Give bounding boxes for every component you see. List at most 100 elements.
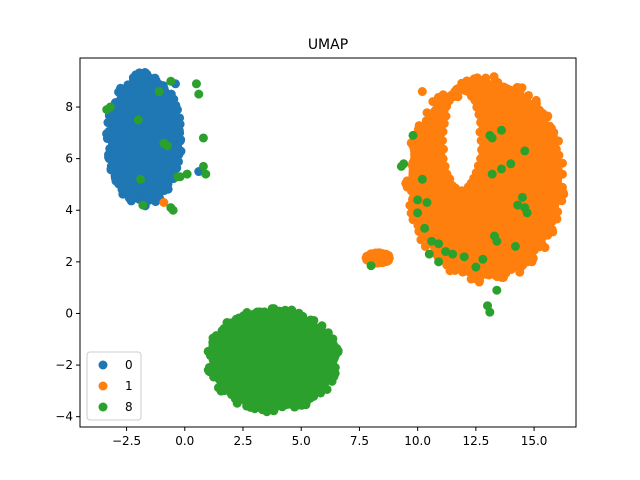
scatter-point [422, 198, 432, 208]
scatter-point [470, 95, 480, 105]
scatter-point [457, 263, 467, 273]
scatter-point [529, 242, 539, 252]
scatter-point [485, 80, 495, 90]
scatter-point [505, 86, 515, 96]
scatter-point [487, 169, 497, 179]
scatter-point [174, 118, 184, 128]
scatter-point [540, 243, 550, 253]
scatter-point [138, 200, 148, 210]
x-tick-label: −2.5 [112, 434, 141, 448]
scatter-point [136, 174, 146, 184]
cluster-body [209, 309, 338, 411]
y-tick-label: 4 [65, 203, 73, 217]
scatter-point [510, 241, 520, 251]
scatter-point [492, 285, 502, 295]
scatter-point [432, 96, 442, 106]
scatter-point [255, 307, 265, 317]
scatter-point [506, 159, 516, 169]
scatter-point [176, 135, 186, 145]
scatter-point [427, 236, 437, 246]
scatter-point [133, 115, 143, 125]
scatter-point [117, 185, 127, 195]
scatter-point [402, 176, 412, 186]
scatter-point [520, 146, 530, 156]
scatter-point [522, 208, 532, 218]
scatter-point [557, 196, 567, 206]
scatter-point [175, 172, 185, 182]
scatter-point [225, 324, 235, 334]
scatter-point [420, 223, 430, 233]
scatter-point [319, 377, 329, 387]
scatter-point [287, 305, 297, 315]
scatter-point [485, 307, 495, 317]
scatter-point [476, 154, 486, 164]
scatter-point [242, 401, 252, 411]
scatter-point [515, 267, 525, 277]
scatter-point [475, 275, 485, 285]
scatter-point [166, 76, 176, 86]
scatter-point [102, 105, 112, 115]
scatter-point [416, 235, 426, 245]
scatter-point [124, 82, 134, 92]
scatter-point [417, 127, 427, 137]
y-tick-label: 0 [65, 306, 73, 320]
axes-frame [79, 57, 577, 428]
scatter-point [450, 265, 460, 275]
x-tick-label: 15.0 [521, 434, 548, 448]
scatter-point [535, 232, 545, 242]
scatter-point [103, 118, 113, 128]
scatter-point [554, 150, 564, 160]
scatter-point [182, 169, 192, 179]
scatter-point [234, 313, 244, 323]
scatter-point [198, 161, 208, 171]
cluster-series-8-0 [203, 304, 343, 417]
x-tick-label: 12.5 [463, 434, 490, 448]
scatter-point [408, 130, 418, 140]
scatter-point [471, 262, 481, 272]
scatter-point [557, 182, 567, 192]
scatter-point [219, 380, 229, 390]
scatter-point [441, 247, 451, 257]
scatter-point [496, 125, 506, 135]
legend-marker [98, 402, 108, 412]
scatter-point [438, 144, 448, 154]
y-tick-label: −2 [55, 358, 73, 372]
scatter-point [542, 216, 552, 226]
scatter-point [513, 200, 523, 210]
scatter-point [449, 256, 459, 266]
scatter-point [481, 73, 491, 83]
scatter-point [493, 77, 503, 87]
scatter-point [408, 158, 418, 168]
scatter-point [495, 271, 505, 281]
scatter-point [509, 255, 519, 265]
scatter-point [542, 112, 552, 122]
scatter-point [515, 86, 525, 96]
scatter-point [191, 79, 201, 89]
x-tick-label: 2.5 [233, 434, 252, 448]
scatter-point [168, 205, 178, 215]
scatter-point [472, 102, 482, 112]
scatter-point [267, 304, 277, 314]
legend-marker [98, 360, 108, 370]
plot-area [102, 67, 569, 417]
scatter-point [487, 133, 497, 143]
scatter-point [476, 117, 486, 127]
scatter-point [492, 236, 502, 246]
scatter-point [475, 127, 485, 137]
cluster-body [408, 79, 563, 279]
legend-box [86, 351, 142, 421]
x-tick-label: 7.5 [350, 434, 369, 448]
scatter-point [441, 111, 451, 121]
scatter-point [317, 321, 327, 331]
scatter-point [104, 126, 114, 136]
scatter-point [298, 312, 308, 322]
scatter-point [439, 119, 449, 129]
scatter-point [549, 137, 559, 147]
scatter-point [162, 141, 172, 151]
scatter-point [324, 341, 334, 351]
scatter-point [442, 169, 452, 179]
scatter-point [272, 401, 282, 411]
scatter-point [406, 138, 416, 148]
x-tick-label: 5.0 [292, 434, 311, 448]
scatter-point [201, 169, 211, 179]
